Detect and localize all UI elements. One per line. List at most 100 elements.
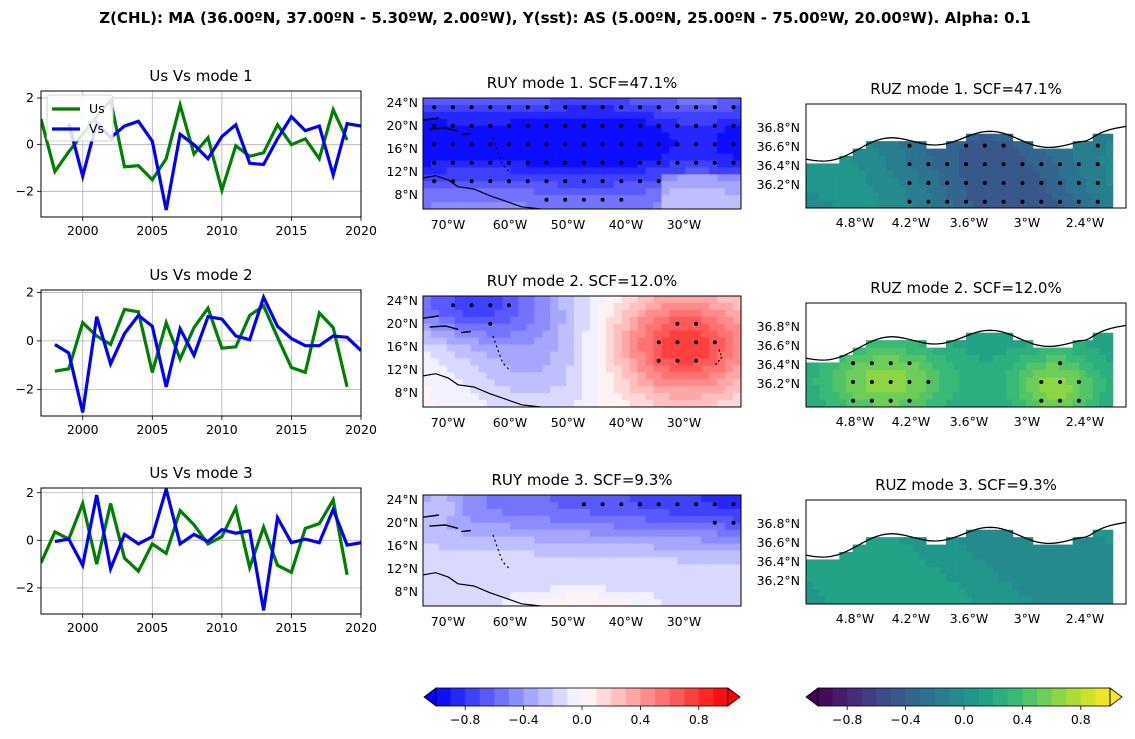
field-cell	[725, 195, 734, 203]
map-y-tick-label: 36.4°N	[757, 158, 800, 173]
field-cell	[470, 146, 480, 155]
field-cell	[966, 537, 974, 546]
field-cell	[486, 125, 496, 134]
significance-dot	[675, 358, 680, 363]
field-cell	[677, 379, 686, 387]
field-cell	[629, 132, 639, 141]
field-cell	[597, 522, 607, 531]
field-cell	[637, 125, 647, 134]
field-cell	[685, 160, 694, 168]
significance-dot	[712, 160, 717, 165]
field-cell	[430, 125, 440, 134]
field-cell	[926, 544, 934, 553]
field-cell	[979, 559, 987, 568]
field-cell	[605, 543, 615, 552]
field-cell	[613, 337, 623, 346]
field-cell	[852, 377, 860, 386]
field-cell	[979, 170, 987, 179]
field-cell	[852, 384, 860, 393]
field-cell	[1052, 377, 1060, 386]
field-cell	[1099, 566, 1107, 575]
field-cell	[919, 163, 927, 172]
field-cell	[430, 302, 440, 311]
field-cell	[912, 552, 920, 561]
field-cell	[939, 377, 947, 386]
field-cell	[574, 379, 583, 387]
colorbar-segment	[625, 688, 641, 706]
field-cell	[518, 132, 527, 141]
field-cell	[709, 174, 718, 182]
significance-dot	[1001, 162, 1006, 167]
field-cell	[486, 118, 496, 127]
significance-dot	[619, 179, 624, 184]
field-cell	[701, 372, 710, 380]
field-cell	[1072, 566, 1080, 575]
field-cell	[693, 578, 702, 586]
field-cell	[1046, 193, 1054, 202]
field-cell	[518, 309, 527, 318]
significance-dot	[869, 361, 874, 366]
field-cell	[677, 557, 686, 565]
field-cell	[574, 202, 583, 209]
field-cell	[454, 104, 464, 113]
field-cell	[812, 589, 820, 598]
map-x-tick-label: 3.6°W	[950, 611, 989, 626]
field-cell	[872, 596, 880, 604]
field-cell	[645, 393, 655, 401]
field-cell	[669, 181, 678, 189]
field-cell	[542, 599, 551, 606]
significance-dot	[600, 502, 605, 507]
field-cell	[494, 536, 504, 545]
field-cell	[494, 543, 504, 552]
field-cell	[558, 522, 567, 531]
field-cell	[1092, 148, 1100, 157]
field-cell	[859, 384, 867, 393]
ruz-map-panel-1: RUZ mode 1. SCF=47.1%4.8°W 4.2°W 3.6°W 3°W 2…	[757, 80, 1127, 230]
field-cell	[486, 351, 496, 360]
field-cell	[1099, 340, 1107, 349]
field-cell	[979, 133, 987, 142]
field-cell	[582, 132, 591, 141]
field-cell	[621, 174, 631, 182]
field-cell	[812, 574, 820, 583]
field-cell	[613, 174, 623, 182]
field-cell	[534, 501, 543, 510]
x-tick-label: 2020	[345, 223, 377, 238]
field-cell	[542, 550, 551, 559]
colorbar-tick-label: −0.8	[832, 712, 862, 727]
field-cell	[1046, 399, 1054, 407]
field-cell	[629, 98, 639, 106]
field-cell	[661, 316, 671, 325]
map-x-tick-label: 2.4°W	[1066, 611, 1105, 626]
field-cell	[621, 550, 631, 559]
field-cell	[510, 174, 519, 182]
field-cell	[986, 529, 994, 538]
field-cell	[478, 379, 488, 387]
panel-title: Us Vs mode 3	[149, 464, 252, 482]
field-cell	[1066, 362, 1074, 371]
field-cell	[725, 104, 734, 113]
field-cell	[446, 132, 456, 141]
field-cell	[597, 132, 607, 141]
field-cell	[661, 146, 671, 155]
field-cell	[454, 592, 464, 600]
field-cell	[972, 552, 980, 561]
field-cell	[1012, 355, 1020, 364]
field-cell	[613, 379, 623, 387]
field-cell	[470, 202, 480, 209]
field-cell	[899, 355, 907, 364]
field-cell	[939, 399, 947, 407]
field-cell	[550, 111, 559, 120]
field-cell	[645, 337, 655, 346]
field-cell	[812, 392, 820, 401]
field-cell	[733, 529, 741, 538]
field-cell	[966, 544, 974, 553]
field-cell	[1086, 581, 1094, 590]
field-cell	[645, 543, 655, 552]
field-cell	[470, 522, 480, 531]
field-cell	[986, 141, 994, 150]
map-x-tick-label: 3.6°W	[950, 215, 989, 230]
colorbar-extend-max	[727, 687, 741, 707]
field-cell	[1092, 392, 1100, 401]
